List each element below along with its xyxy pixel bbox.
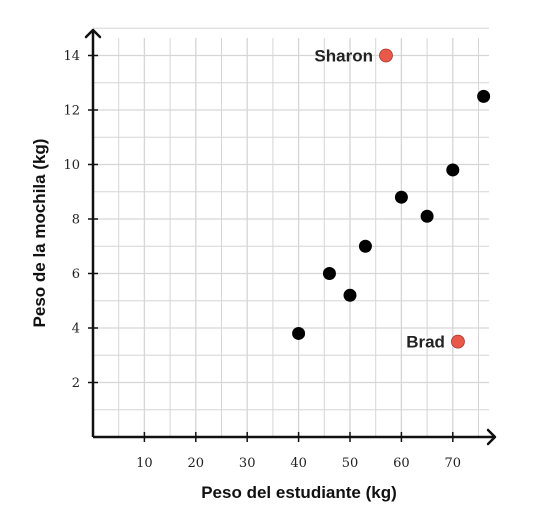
x-tick-label: 10 xyxy=(136,456,153,471)
x-axis-title: Peso del estudiante (kg) xyxy=(201,483,397,502)
tick-labels: 10 20 30 40 50 60 70 2 4 6 8 10 12 14 xyxy=(63,49,461,471)
y-tick-label: 8 xyxy=(72,213,80,228)
y-axis-title: Peso de la mochila (kg) xyxy=(30,139,49,328)
data-point xyxy=(343,288,357,302)
x-tick-label: 70 xyxy=(445,456,462,471)
data-point xyxy=(292,326,306,340)
point-label-sharon: Sharon xyxy=(314,47,373,66)
data-point xyxy=(394,190,408,204)
data-point xyxy=(446,163,460,177)
x-tick-label: 60 xyxy=(393,456,410,471)
y-axis-arrow-icon xyxy=(84,28,102,39)
y-tick-label: 6 xyxy=(72,267,80,282)
y-tick-label: 14 xyxy=(63,49,80,64)
x-tick-label: 50 xyxy=(342,456,359,471)
data-point xyxy=(322,267,336,280)
x-axis-arrow-icon xyxy=(486,428,497,446)
x-tick-label: 20 xyxy=(188,456,205,471)
y-tick-label: 10 xyxy=(63,158,80,173)
x-tick-label: 30 xyxy=(239,456,256,471)
y-tick-label: 4 xyxy=(72,322,80,337)
highlighted-point-sharon xyxy=(379,48,393,63)
y-tick-label: 12 xyxy=(63,104,80,119)
data-point xyxy=(420,209,434,223)
y-tick-label: 2 xyxy=(72,376,80,391)
x-tick-label: 40 xyxy=(290,456,307,471)
point-label-brad: Brad xyxy=(406,333,445,352)
axes xyxy=(84,28,497,446)
highlighted-point-brad xyxy=(451,334,465,349)
data-points xyxy=(292,48,491,349)
data-point xyxy=(358,239,372,253)
grid xyxy=(93,27,489,437)
data-point xyxy=(477,89,491,103)
point-labels: Sharon Brad xyxy=(314,47,445,352)
